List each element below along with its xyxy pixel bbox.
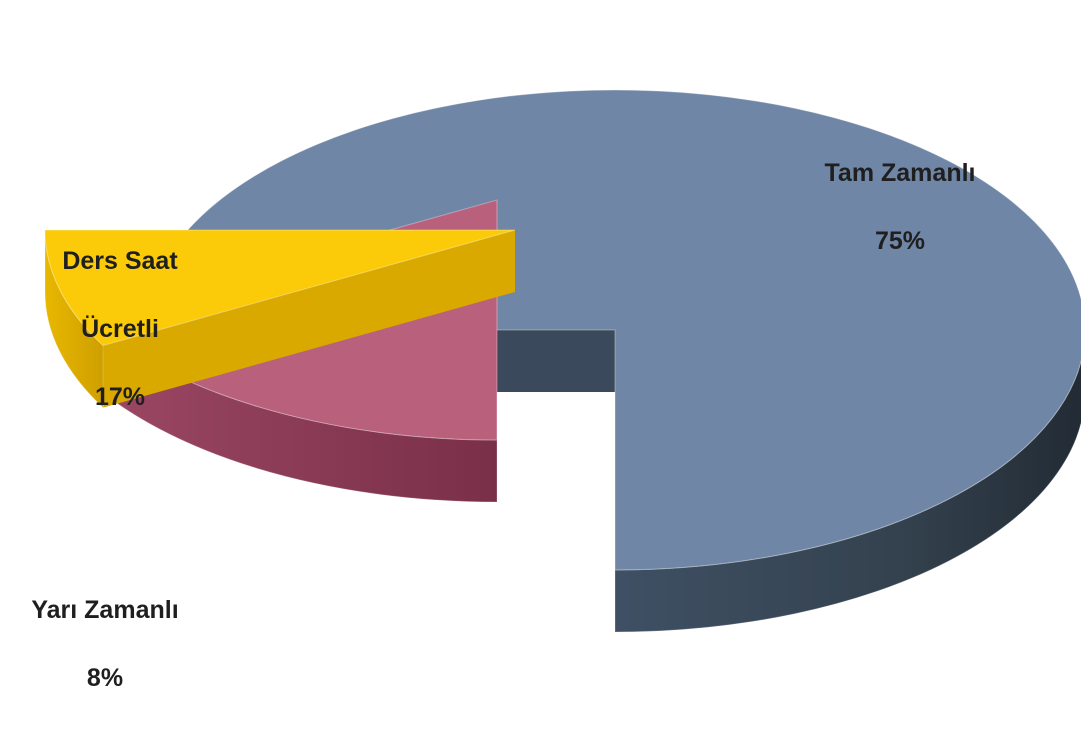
pie-chart: [44, 89, 1081, 633]
slice-label-text: Tam Zamanlı: [824, 159, 976, 187]
slice-top: [44, 229, 516, 347]
slice-top: [144, 89, 1081, 571]
slice-label-value: 17%: [94, 383, 146, 411]
slice-label-tam-zamanli: Tam Zamanlı 75%: [775, 122, 1025, 292]
slice-label-value: 75%: [874, 227, 926, 255]
slice-label-yari-zamanli: Yarı Zamanlı 8%: [0, 559, 210, 729]
chart-container: Tam Zamanlı 75% Ders Saat Ücretli 17% Ya…: [0, 89, 1081, 692]
slice-label-value: 8%: [86, 664, 124, 692]
pie-slice-yari-zamanli: [44, 229, 516, 409]
slice-label-text-line-2: Ücretli: [81, 315, 159, 343]
slice-label-text: Yarı Zamanlı: [31, 596, 179, 624]
slice-label-ders-saat-ucretli: Ders Saat Ücretli 17%: [0, 210, 240, 448]
slice-label-text-line-1: Ders Saat: [62, 247, 178, 275]
